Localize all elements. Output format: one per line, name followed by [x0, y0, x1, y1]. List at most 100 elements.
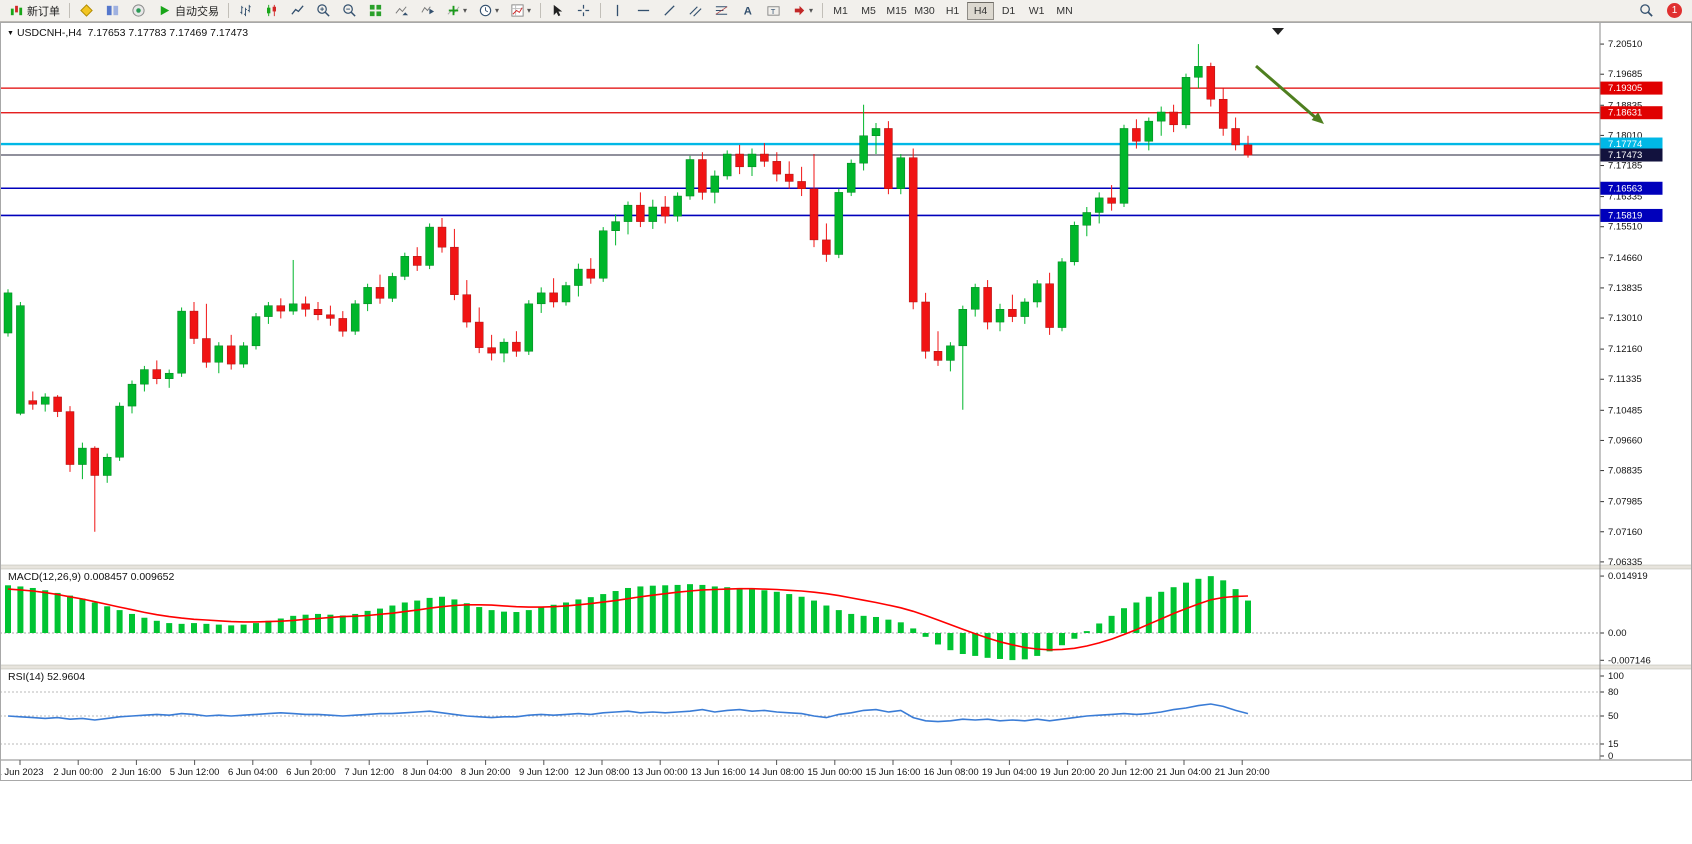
svg-text:80: 80	[1608, 687, 1619, 698]
crosshair-icon	[577, 4, 590, 17]
cursor-tool-button[interactable]	[545, 1, 570, 20]
svg-text:7.17185: 7.17185	[1608, 161, 1642, 172]
svg-text:20 Jun 12:00: 20 Jun 12:00	[1098, 767, 1153, 778]
indicators-button[interactable]: ▾	[441, 1, 472, 20]
auto-scroll-icon	[395, 6, 409, 16]
svg-text:7.12160: 7.12160	[1608, 344, 1642, 355]
svg-text:7.16563: 7.16563	[1608, 183, 1642, 194]
auto-trading-label: 自动交易	[175, 5, 219, 18]
timeframe-button-m30[interactable]: M30	[911, 2, 938, 20]
rsi-layer	[0, 691, 1600, 745]
line-chart-button[interactable]	[285, 1, 310, 20]
timeframe-button-w1[interactable]: W1	[1023, 2, 1050, 20]
svg-text:21 Jun 20:00: 21 Jun 20:00	[1215, 767, 1270, 778]
zoom-in-button[interactable]	[311, 1, 336, 20]
trendline-icon	[664, 5, 675, 16]
terminal-button[interactable]	[126, 1, 151, 20]
timeframe-button-d1[interactable]: D1	[995, 2, 1022, 20]
trendline-tool-button[interactable]	[657, 1, 682, 20]
svg-text:13 Jun 00:00: 13 Jun 00:00	[633, 767, 688, 778]
chart-title-marker-icon: ▼	[7, 30, 14, 37]
timeframe-button-h1[interactable]: H1	[939, 2, 966, 20]
svg-text:7.20510: 7.20510	[1608, 39, 1642, 50]
chart-canvas[interactable]: 7.20510 7.19685 7.18835 7.18010 7.17185 7.163…	[0, 22, 1692, 844]
trend-arrow	[1255, 64, 1324, 124]
indicators-icon	[447, 5, 460, 16]
fibonacci-tool-button[interactable]	[709, 1, 734, 20]
svg-text:6 Jun 04:00: 6 Jun 04:00	[228, 767, 278, 778]
arrows-tool-button[interactable]: ▾	[787, 1, 818, 20]
auto-scroll-button[interactable]	[389, 1, 414, 20]
channel-tool-button[interactable]	[683, 1, 708, 20]
svg-text:7.10485: 7.10485	[1608, 405, 1642, 416]
timeframe-button-mn[interactable]: MN	[1051, 2, 1078, 20]
price-axis: 7.20510 7.19685 7.18835 7.18010 7.17185 7.163…	[1600, 39, 1663, 762]
svg-text:19 Jun 20:00: 19 Jun 20:00	[1040, 767, 1095, 778]
cursor-icon	[553, 4, 563, 17]
search-icon	[1640, 4, 1653, 17]
svg-text:-0.007146: -0.007146	[1608, 655, 1651, 666]
svg-text:50: 50	[1608, 711, 1619, 722]
market-watch-button[interactable]	[74, 1, 99, 20]
zoom-in-icon	[317, 4, 330, 17]
toolbar-separator	[600, 3, 602, 18]
svg-text:7.09660: 7.09660	[1608, 435, 1642, 446]
market-watch-icon	[80, 4, 93, 17]
text-icon: A	[744, 5, 752, 17]
svg-text:13 Jun 16:00: 13 Jun 16:00	[691, 767, 746, 778]
text-label-icon: T	[767, 6, 780, 16]
tile-windows-button[interactable]	[363, 1, 388, 20]
bar-chart-button[interactable]	[233, 1, 258, 20]
navigator-button[interactable]	[100, 1, 125, 20]
candlestick-chart-button[interactable]	[259, 1, 284, 20]
svg-text:15: 15	[1608, 739, 1619, 750]
text-tool-button[interactable]: A	[735, 1, 760, 20]
toolbar-right-group: 1	[1634, 1, 1688, 20]
crosshair-tool-button[interactable]	[571, 1, 596, 20]
periods-button[interactable]: ▾	[473, 1, 504, 20]
svg-text:7.11335: 7.11335	[1608, 374, 1642, 385]
timeframe-button-m15[interactable]: M15	[883, 2, 910, 20]
label-tool-button[interactable]: T	[761, 1, 786, 20]
auto-trading-button[interactable]: 自动交易	[152, 1, 224, 20]
search-button[interactable]	[1634, 1, 1659, 20]
new-order-button[interactable]: 新订单	[4, 1, 65, 20]
vertical-line-tool-button[interactable]	[605, 1, 630, 20]
horizontal-line-tool-button[interactable]	[631, 1, 656, 20]
svg-text:12 Jun 08:00: 12 Jun 08:00	[575, 767, 630, 778]
chart-title-text: USDCNH-,H4 7.17653 7.17783 7.17469 7.174…	[16, 27, 249, 39]
chart-title: ▼ USDCNH-,H4 7.17653 7.17783 7.17469 7.17…	[7, 27, 248, 39]
svg-text:7.14660: 7.14660	[1608, 253, 1642, 264]
svg-text:2 Jun 00:00: 2 Jun 00:00	[53, 767, 103, 778]
svg-text:7.13010: 7.13010	[1608, 313, 1642, 324]
toolbar-separator	[540, 3, 542, 18]
timeframe-button-h4[interactable]: H4	[967, 1, 995, 20]
chart-shift-button[interactable]	[415, 1, 440, 20]
svg-text:7.18631: 7.18631	[1608, 108, 1642, 119]
templates-button[interactable]: ▾	[505, 1, 536, 20]
timeframe-button-m1[interactable]: M1	[827, 2, 854, 20]
svg-text:15 Jun 00:00: 15 Jun 00:00	[807, 767, 862, 778]
svg-text:0.00: 0.00	[1608, 628, 1627, 639]
macd-layer	[0, 576, 1600, 661]
svg-text:A: A	[744, 5, 752, 17]
rsi-indicator-label: RSI(14) 52.9604	[8, 671, 86, 683]
price-levels	[0, 87, 1600, 217]
bar-chart-icon	[240, 4, 251, 17]
fibonacci-icon	[715, 6, 728, 15]
time-axis: 1 Jun 2023 2 Jun 00:00 2 Jun 16:00 5 Jun 12…	[0, 759, 1692, 778]
timeframe-button-m5[interactable]: M5	[855, 2, 882, 20]
svg-text:0.014919: 0.014919	[1608, 571, 1648, 582]
svg-text:7.13835: 7.13835	[1608, 283, 1642, 294]
svg-text:14 Jun 08:00: 14 Jun 08:00	[749, 767, 804, 778]
svg-text:7 Jun 12:00: 7 Jun 12:00	[344, 767, 394, 778]
svg-text:21 Jun 04:00: 21 Jun 04:00	[1157, 767, 1212, 778]
arrow-objects-icon	[794, 5, 805, 16]
zoom-out-button[interactable]	[337, 1, 362, 20]
toolbar-separator	[228, 3, 229, 18]
timeframe-toolbar: M1 M5 M15 M30 H1 H4 D1 W1 MN	[827, 1, 1078, 20]
auto-trading-icon	[160, 5, 170, 16]
svg-text:100: 100	[1608, 671, 1624, 682]
notification-badge[interactable]: 1	[1667, 3, 1682, 18]
